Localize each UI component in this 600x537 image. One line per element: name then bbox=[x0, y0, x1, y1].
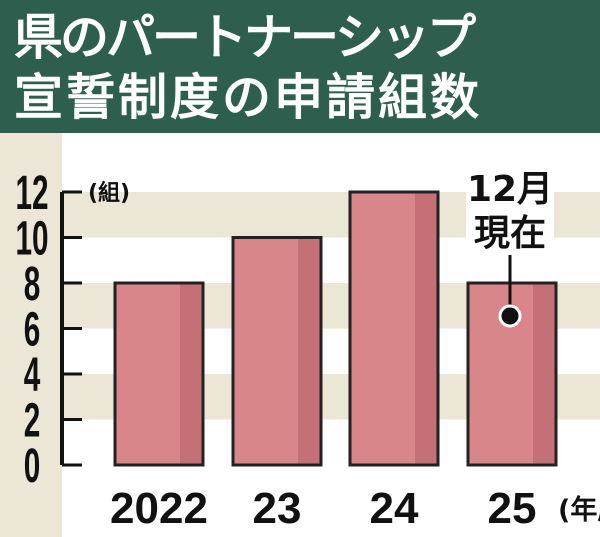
y-tick-label: 8 bbox=[24, 258, 41, 311]
bar-shade bbox=[298, 237, 321, 465]
x-tick-label: 23 bbox=[253, 484, 302, 533]
annotation-dot bbox=[498, 304, 522, 328]
y-tick-label: 6 bbox=[24, 303, 41, 356]
chart-title-line2: 宣誓制度の申請組数 bbox=[14, 69, 483, 126]
bar-shade bbox=[533, 283, 556, 465]
chart-title-banner: 県のパートナーシップ 宣誓制度の申請組数 bbox=[0, 0, 600, 133]
y-tick-label: 12 bbox=[15, 167, 48, 220]
bar-outline bbox=[348, 190, 440, 467]
bar-outline bbox=[466, 281, 558, 467]
y-tick-label: 10 bbox=[15, 212, 48, 265]
x-axis-unit: (年度) bbox=[558, 494, 600, 526]
left-band bbox=[0, 133, 62, 537]
annotation-line2: 現在 bbox=[474, 213, 546, 254]
bar-shade bbox=[415, 192, 438, 465]
y-tick-label: 2 bbox=[24, 394, 41, 447]
bar-outline bbox=[231, 236, 323, 467]
chart-title-line1: 県のパートナーシップ bbox=[14, 9, 476, 66]
y-axis-unit: (組) bbox=[88, 180, 130, 206]
bar-outline bbox=[113, 281, 205, 467]
y-tick-label: 4 bbox=[24, 349, 41, 402]
annotation-line1: 12月 bbox=[467, 169, 553, 210]
x-tick-label: 25 bbox=[488, 484, 537, 533]
x-tick-label: 2022 bbox=[110, 484, 208, 533]
y-tick-label: 0 bbox=[24, 440, 41, 493]
annotation-bg bbox=[466, 161, 554, 261]
bar-shade bbox=[180, 283, 203, 465]
x-tick-label: 24 bbox=[370, 484, 419, 533]
